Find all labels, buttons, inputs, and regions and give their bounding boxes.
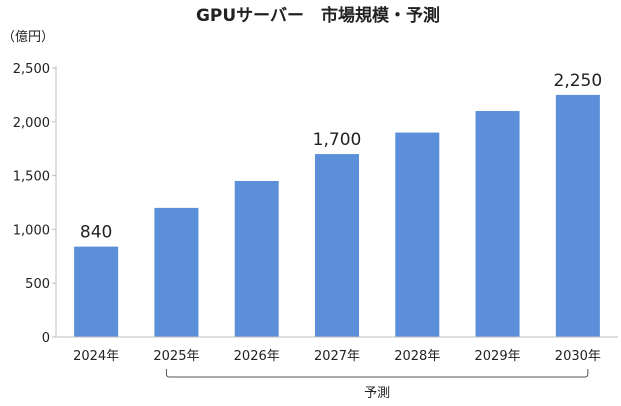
x-tick-label: 2027年: [314, 349, 360, 364]
data-label: 840: [80, 223, 112, 243]
x-tick-label: 2026年: [234, 349, 280, 364]
data-label: 1,700: [313, 130, 362, 150]
y-tick-label: 2,500: [13, 62, 50, 77]
x-tick-label: 2028年: [394, 349, 440, 364]
y-axis-ticks: 0 500 1,000 1,500 2,000 2,500: [13, 62, 56, 346]
x-axis-tick-labels: 2024年 2025年 2026年 2027年 2028年 2029年 2030年: [73, 349, 601, 364]
data-label: 2,250: [554, 71, 603, 91]
data-labels: 840 1,700 2,250: [80, 71, 602, 243]
forecast-label: 予測: [364, 386, 390, 401]
y-tick-label: 1,000: [13, 223, 50, 238]
bar-2024年: [74, 246, 119, 337]
x-tick-label: 2030年: [555, 349, 601, 364]
y-tick-label: 0: [42, 331, 50, 346]
x-tick-label: 2029年: [475, 349, 521, 364]
chart-title: GPUサーバー 市場規模・予測: [196, 5, 440, 26]
bar-2026年: [234, 180, 279, 337]
y-tick-label: 1,500: [13, 170, 50, 185]
bar-2030年: [555, 94, 600, 338]
forecast-bracket: [165, 369, 589, 378]
x-tick-label: 2025年: [153, 349, 199, 364]
bar-2028年: [395, 132, 440, 337]
bar-2029年: [475, 111, 520, 337]
bar-series: [74, 94, 600, 338]
y-tick-label: 500: [25, 277, 50, 292]
y-axis-unit-label: （億円）: [2, 29, 54, 45]
y-tick-label: 2,000: [13, 116, 50, 131]
bar-2027年: [315, 154, 359, 337]
bar-2025年: [154, 207, 199, 337]
x-tick-label: 2024年: [73, 349, 119, 364]
